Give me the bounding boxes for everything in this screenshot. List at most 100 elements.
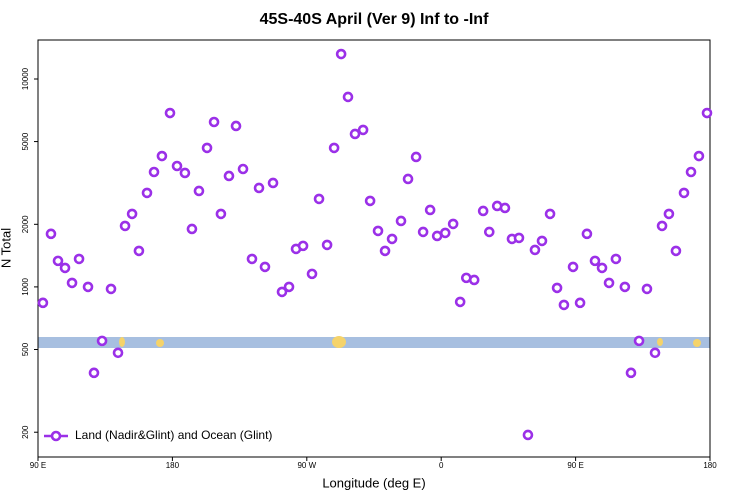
point [603, 277, 615, 289]
x-tick-label: 90 W [297, 461, 316, 470]
point [37, 297, 49, 309]
point [82, 281, 94, 293]
point [641, 283, 653, 295]
point [215, 208, 227, 220]
point [335, 48, 347, 60]
point [685, 166, 697, 178]
point [328, 142, 340, 154]
point [349, 128, 361, 140]
point [208, 116, 220, 128]
point [678, 187, 690, 199]
point [372, 225, 384, 237]
point [581, 228, 593, 240]
point [321, 239, 333, 251]
point [73, 253, 85, 265]
point [499, 202, 511, 214]
point [179, 167, 191, 179]
point [551, 282, 563, 294]
y-tick-label: 10000 [21, 67, 30, 90]
point [663, 208, 675, 220]
x-tick-label: 90 E [567, 461, 583, 470]
point [223, 170, 235, 182]
point [253, 182, 265, 194]
point [395, 215, 407, 227]
point [513, 232, 525, 244]
point [259, 261, 271, 273]
point [468, 274, 480, 286]
plot-frame [37, 39, 711, 458]
point [625, 367, 637, 379]
point [283, 281, 295, 293]
surface-band [38, 336, 710, 348]
point [112, 347, 124, 359]
point [126, 208, 138, 220]
y-tick-label: 1000 [21, 277, 30, 295]
point [297, 240, 309, 252]
point [529, 244, 541, 256]
point [246, 253, 258, 265]
x-tick-label: 90 E [30, 461, 46, 470]
point [267, 177, 279, 189]
y-axis-label: N Total [0, 228, 13, 268]
point [45, 228, 57, 240]
point [701, 107, 713, 119]
point [237, 163, 249, 175]
point [596, 262, 608, 274]
x-tick-label: 180 [703, 461, 717, 470]
point [141, 187, 153, 199]
point [186, 223, 198, 235]
point [193, 185, 205, 197]
point [670, 245, 682, 257]
point [417, 226, 429, 238]
point [52, 255, 64, 267]
point [96, 335, 108, 347]
point [633, 335, 645, 347]
legend-label: Land (Nadir&Glint) and Ocean (Glint) [75, 428, 272, 442]
point [133, 245, 145, 257]
point [649, 347, 661, 359]
point [447, 218, 459, 230]
x-tick-label: 180 [166, 461, 180, 470]
point [164, 107, 176, 119]
y-tick-label: 5000 [21, 132, 30, 150]
point [567, 261, 579, 273]
point [156, 150, 168, 162]
point [439, 227, 451, 239]
point [357, 124, 369, 136]
point [536, 235, 548, 247]
point [201, 142, 213, 154]
point [66, 277, 78, 289]
point [313, 193, 325, 205]
point [364, 195, 376, 207]
point [558, 299, 570, 311]
point [171, 160, 183, 172]
point [88, 367, 100, 379]
point [119, 220, 131, 232]
point [379, 245, 391, 257]
point [402, 173, 414, 185]
point [544, 208, 556, 220]
point [610, 253, 622, 265]
y-tick-label: 200 [21, 425, 30, 439]
point [424, 204, 436, 216]
point [410, 151, 422, 163]
legend-marker [50, 430, 62, 442]
point [483, 226, 495, 238]
point [148, 166, 160, 178]
point [589, 255, 601, 267]
point [276, 286, 288, 298]
point [522, 429, 534, 441]
point [342, 91, 354, 103]
point [574, 297, 586, 309]
point [656, 220, 668, 232]
point [105, 283, 117, 295]
point [619, 281, 631, 293]
point [230, 120, 242, 132]
point [693, 150, 705, 162]
point [477, 205, 489, 217]
point [454, 296, 466, 308]
x-tick-label: 0 [439, 461, 444, 470]
point [306, 268, 318, 280]
point [59, 262, 71, 274]
